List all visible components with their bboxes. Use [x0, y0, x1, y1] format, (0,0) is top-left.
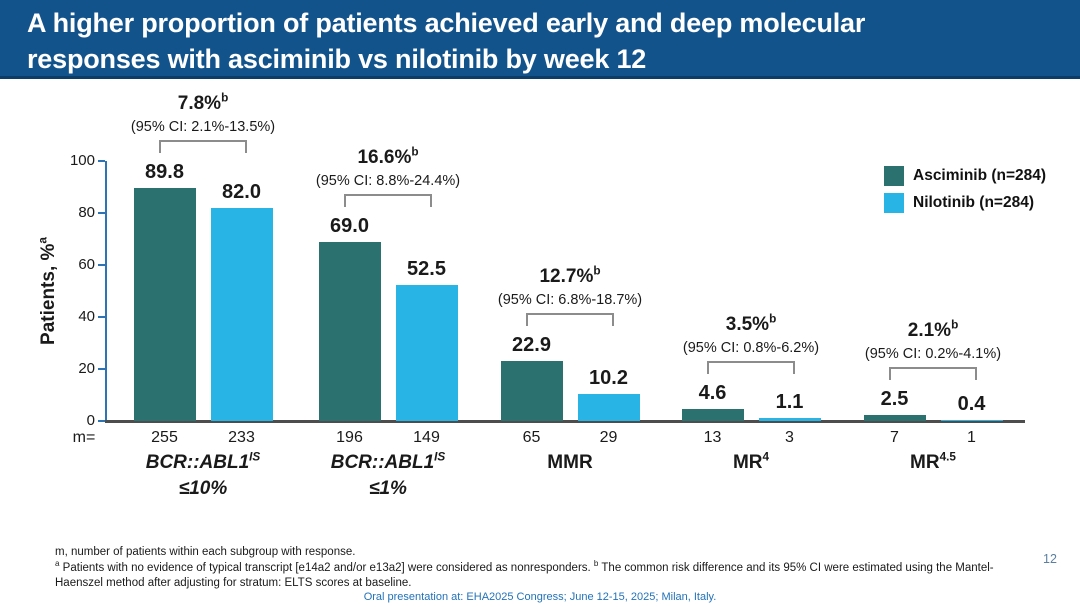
slide-title-bar: A higher proportion of patients achieved… — [0, 0, 1080, 79]
bar-asciminib — [133, 187, 196, 421]
y-axis-tick-label: 100 — [69, 152, 95, 169]
bar-value-label: 82.0 — [222, 180, 261, 203]
y-axis-line — [105, 161, 107, 421]
m-value: 7 — [890, 429, 899, 446]
bar-nilotinib — [210, 207, 273, 421]
y-axis-tick — [98, 264, 105, 266]
y-axis-tick — [98, 368, 105, 370]
diff-bracket — [707, 361, 795, 375]
x-axis-line — [105, 420, 1025, 423]
diff-ci-label: (95% CI: 0.8%-6.2%) — [682, 340, 820, 357]
bar-nilotinib — [577, 394, 640, 421]
m-value: 255 — [151, 429, 178, 446]
y-axis-label: Patients, %a — [36, 141, 62, 441]
bar-nilotinib — [940, 419, 1003, 421]
diff-ci-label: (95% CI: 8.8%-24.4%) — [315, 172, 461, 189]
slide-title-line1: A higher proportion of patients achieved… — [27, 8, 866, 38]
diff-ci-label: (95% CI: 2.1%-13.5%) — [130, 118, 276, 135]
bar-asciminib — [681, 409, 744, 421]
category-label: BCR::ABL1IS ≤10% — [145, 450, 261, 499]
footnote-superscript: b — [593, 558, 599, 568]
m-value: 149 — [413, 429, 440, 446]
bar-value-label: 89.8 — [145, 160, 184, 183]
y-axis-tick-label: 20 — [78, 360, 95, 377]
y-axis-tick — [98, 160, 105, 162]
diff-value-label: 2.1%b — [907, 318, 959, 341]
m-row-label: m= — [72, 429, 96, 446]
bar-value-label: 69.0 — [330, 214, 369, 237]
bar-asciminib — [500, 361, 563, 421]
m-value: 29 — [599, 429, 618, 446]
m-value: 3 — [785, 429, 794, 446]
bar-value-label: 22.9 — [512, 334, 551, 357]
y-axis-tick-label: 0 — [86, 412, 95, 429]
m-value: 65 — [522, 429, 541, 446]
diff-bracket — [889, 366, 977, 380]
bar-value-label: 4.6 — [698, 382, 727, 405]
bar-nilotinib — [758, 418, 821, 421]
y-axis-tick-label: 80 — [78, 204, 95, 221]
diff-value-label: 7.8%b — [177, 91, 229, 114]
diff-value-label: 12.7%b — [539, 265, 601, 288]
legend-label: Nilotinib (n=284) — [913, 194, 1034, 211]
legend-label: Asciminib (n=284) — [913, 167, 1047, 184]
diff-bracket — [344, 193, 432, 207]
y-axis-tick — [98, 420, 105, 422]
footnote-text: The common risk difference and its 95% C… — [55, 561, 994, 590]
y-axis-tick — [98, 316, 105, 318]
m-value: 13 — [703, 429, 722, 446]
bar-value-label: 10.2 — [589, 367, 628, 390]
m-value: 233 — [228, 429, 255, 446]
bar-asciminib — [863, 414, 926, 421]
footnotes: m, number of patients within each subgro… — [55, 545, 1020, 592]
bar-nilotinib — [395, 284, 458, 421]
legend-item-nilotinib: Nilotinib (n=284) — [884, 193, 1046, 213]
category-label: MR4 — [732, 450, 770, 473]
legend-swatch-nilotinib — [884, 193, 904, 213]
m-value: 1 — [967, 429, 976, 446]
legend: Asciminib (n=284) Nilotinib (n=284) — [884, 166, 1046, 220]
diff-ci-label: (95% CI: 6.8%-18.7%) — [497, 292, 643, 309]
y-axis-tick-label: 40 — [78, 308, 95, 325]
slide-title-line2: responses with asciminib vs nilotinib by… — [27, 44, 647, 74]
footnote-a-b: a Patients with no evidence of typical t… — [55, 558, 1020, 592]
y-axis-tick — [98, 212, 105, 214]
footnote-m-definition: m, number of patients within each subgro… — [55, 546, 356, 558]
page-number: 12 — [1043, 552, 1057, 566]
bar-asciminib — [318, 241, 381, 421]
diff-bracket — [526, 313, 614, 327]
diff-ci-label: (95% CI: 0.2%-4.1%) — [864, 345, 1002, 362]
legend-item-asciminib: Asciminib (n=284) — [884, 166, 1046, 186]
diff-value-label: 3.5%b — [725, 312, 777, 336]
category-label: MR4.5 — [910, 450, 956, 473]
y-axis-label-superscript: a — [36, 237, 50, 244]
category-label: MMR — [547, 452, 593, 473]
diff-value-label: 16.6%b — [357, 145, 419, 168]
footnote-text: Patients with no evidence of typical tra… — [59, 561, 594, 574]
presentation-credit: Oral presentation at: EHA2025 Congress; … — [363, 591, 717, 603]
bar-value-label: 0.4 — [957, 392, 986, 415]
y-axis-tick-label: 60 — [78, 256, 95, 273]
footnote-superscript: a — [55, 558, 60, 568]
bar-value-label: 1.1 — [775, 391, 804, 414]
diff-bracket — [159, 139, 247, 153]
category-label: BCR::ABL1IS ≤1% — [330, 450, 446, 499]
bar-value-label: 2.5 — [880, 387, 909, 410]
m-value: 196 — [336, 429, 363, 446]
bar-value-label: 52.5 — [407, 257, 446, 280]
legend-swatch-asciminib — [884, 166, 904, 186]
